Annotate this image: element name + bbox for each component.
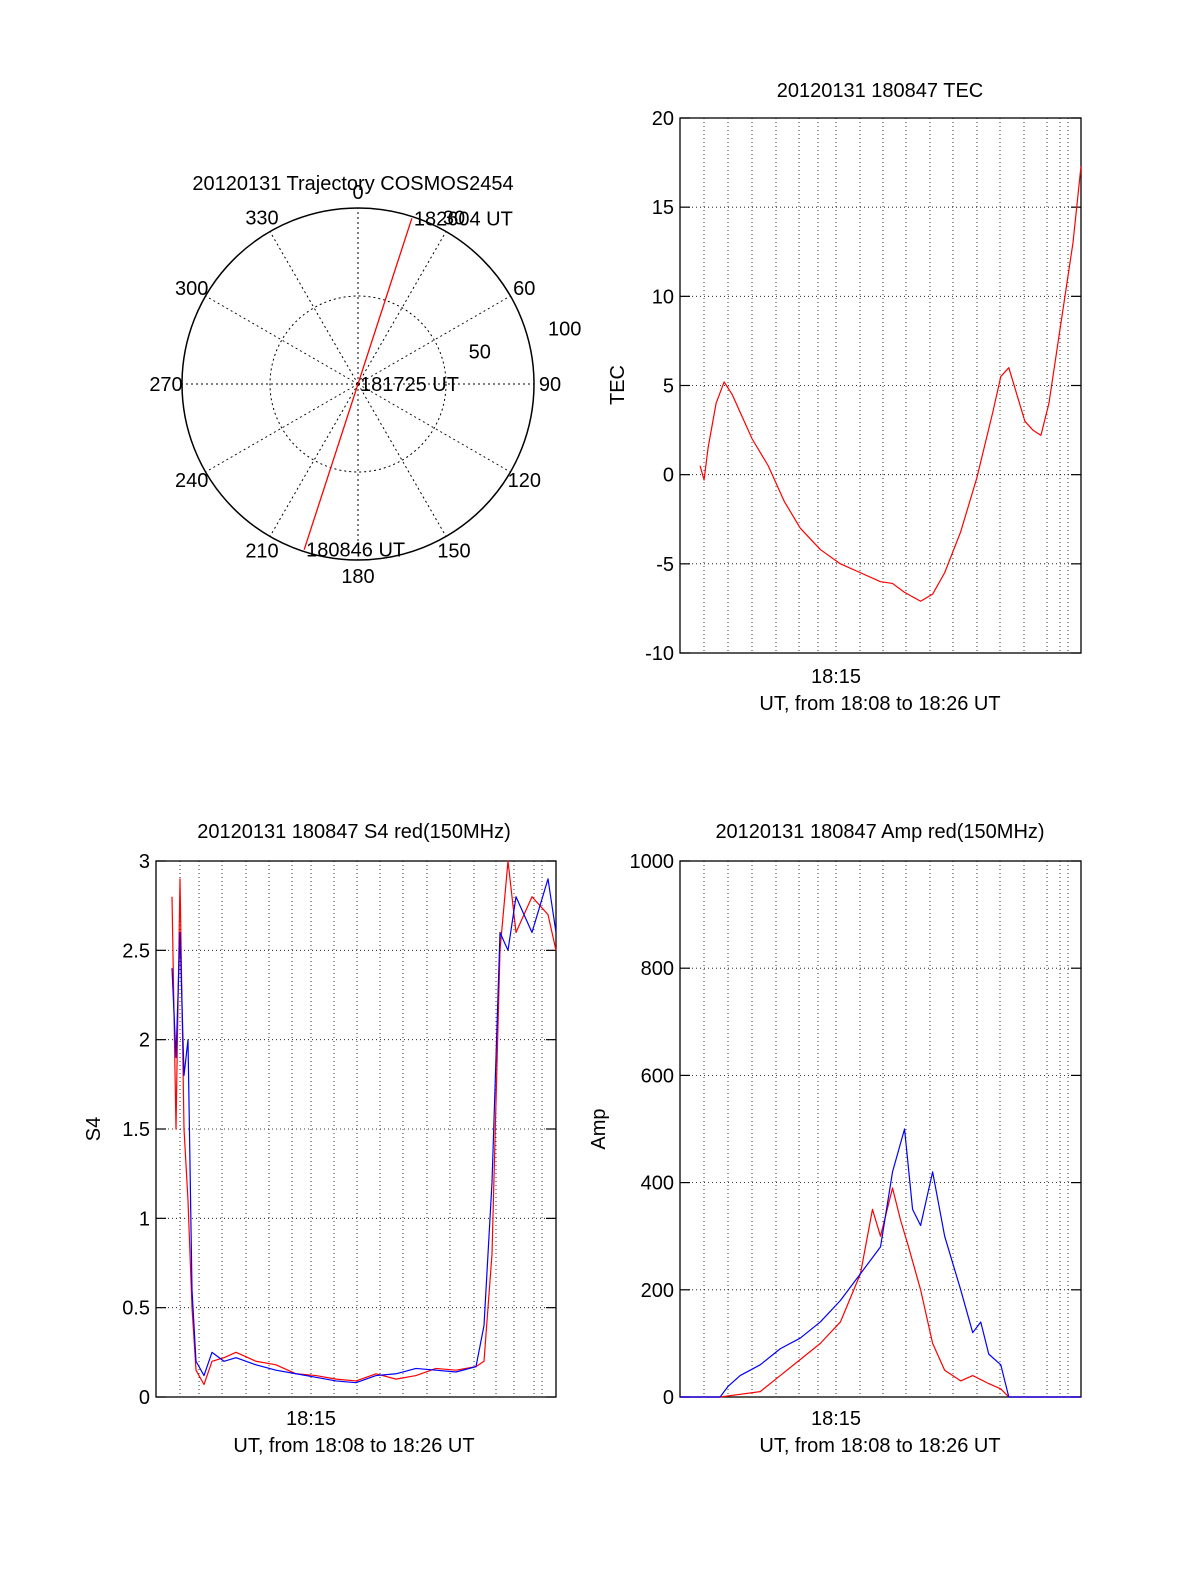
tec-ylabel: TEC (607, 365, 629, 405)
amp-plot-frame (679, 860, 1082, 1398)
amp-xtick-label: 18:15 (811, 1408, 861, 1430)
s4-y-tick-labels: 0 0.5 1 1.5 2 2.5 3 (122, 851, 150, 1409)
tec-series-red (699, 166, 1082, 602)
polar-trajectory-line (303, 218, 413, 550)
s4-ylabel: S4 (83, 1117, 105, 1141)
s4-y-tick-label: 0.5 (122, 1298, 150, 1320)
amp-y-tick-label: 800 (641, 958, 674, 980)
polar-ring-label: 100 (548, 319, 581, 341)
s4-series-red (171, 860, 557, 1386)
polar-azimuth-label: 0 (352, 182, 363, 204)
amp-series-red (680, 1187, 1081, 1398)
s4-chart: 20120131 180847 S4 red(150MHz) 0 0.5 1 1.5 2… (83, 821, 557, 1457)
tec-y-tick-label: 5 (663, 376, 674, 398)
polar-azimuth-label: 300 (175, 278, 208, 300)
s4-y-tick-label: 1.5 (122, 1119, 150, 1141)
polar-annotations: 182604 UT 181725 UT 180846 UT (306, 208, 513, 561)
polar-grid (181, 207, 535, 561)
s4-y-tick-label: 0 (139, 1387, 150, 1409)
polar-azimuth-labels: 0 30 60 90 120 150 180 210 240 270 300 330 (149, 182, 561, 588)
amp-ylabel: Amp (588, 1108, 610, 1149)
amp-chart: 20120131 180847 Amp red(150MHz) 0 200 400 6… (588, 821, 1082, 1457)
s4-title: 20120131 180847 S4 red(150MHz) (197, 821, 511, 843)
polar-spoke-120 (357, 383, 511, 473)
tec-y-tick-labels: -10 -5 0 5 10 15 20 (645, 108, 674, 665)
polar-azimuth-label: 210 (245, 540, 278, 562)
amp-xlabel: UT, from 18:08 to 18:26 UT (759, 1435, 1000, 1457)
polar-spoke-240 (205, 383, 359, 473)
polar-azimuth-label: 330 (245, 208, 278, 230)
polar-annotation: 182604 UT (414, 208, 513, 230)
amp-y-tick-labels: 0 200 400 600 800 1000 (630, 851, 675, 1409)
amp-series-blue (680, 1128, 1081, 1398)
polar-azimuth-label: 180 (341, 566, 374, 588)
tec-y-tick-label: 20 (652, 108, 674, 130)
polar-ring-labels: 50 100 (469, 319, 582, 364)
s4-y-tick-label: 3 (139, 851, 150, 873)
tec-grid (680, 117, 1081, 654)
tec-xtick-label: 18:15 (811, 666, 861, 688)
polar-ring-50 (269, 295, 447, 473)
s4-series-blue (171, 878, 557, 1384)
polar-azimuth-label: 150 (437, 540, 470, 562)
polar-spoke-30 (357, 231, 447, 385)
tec-y-tick-label: 10 (652, 286, 674, 308)
s4-xlabel: UT, from 18:08 to 18:26 UT (233, 1435, 474, 1457)
s4-series (171, 860, 557, 1386)
trajectory-polar-plot: 20120131 Trajectory COSMOS2454 0 30 60 90 12… (149, 173, 581, 588)
polar-azimuth-label: 60 (513, 278, 535, 300)
polar-trajectory (303, 218, 413, 550)
s4-y-tick-label: 1 (139, 1208, 150, 1230)
tec-y-tick-label: 15 (652, 197, 674, 219)
polar-azimuth-label: 270 (149, 374, 182, 396)
tec-series (699, 166, 1082, 602)
polar-spoke-330 (269, 231, 359, 385)
s4-grid (156, 860, 556, 1398)
amp-y-tick-label: 0 (663, 1387, 674, 1409)
polar-spoke-300 (205, 295, 359, 385)
tec-title: 20120131 180847 TEC (777, 80, 983, 102)
s4-y-tick-label: 2 (139, 1030, 150, 1052)
amp-title: 20120131 180847 Amp red(150MHz) (715, 821, 1044, 843)
tec-xlabel: UT, from 18:08 to 18:26 UT (759, 693, 1000, 715)
amp-grid (680, 860, 1081, 1398)
polar-annotation: 180846 UT (306, 540, 405, 562)
tec-y-tick-label: -5 (656, 554, 674, 576)
tec-y-tick-label: 0 (663, 465, 674, 487)
polar-ring-label: 50 (469, 341, 491, 363)
polar-annotation: 181725 UT (360, 374, 459, 396)
polar-azimuth-label: 30 (443, 208, 465, 230)
amp-y-tick-label: 1000 (630, 851, 675, 873)
polar-title: 20120131 Trajectory COSMOS2454 (192, 173, 513, 195)
tec-y-tick-label: -10 (645, 643, 674, 665)
polar-azimuth-label: 240 (175, 470, 208, 492)
polar-azimuth-label: 120 (508, 470, 541, 492)
s4-y-tick-label: 2.5 (122, 940, 150, 962)
amp-y-tick-label: 400 (641, 1173, 674, 1195)
polar-spoke-210 (269, 383, 359, 537)
amp-y-tick-label: 600 (641, 1065, 674, 1087)
amp-y-tick-label: 200 (641, 1280, 674, 1302)
polar-azimuth-label: 90 (539, 374, 561, 396)
polar-spoke-150 (357, 383, 447, 537)
amp-series (680, 1128, 1081, 1398)
polar-spoke-60 (357, 295, 511, 385)
s4-xtick-label: 18:15 (286, 1408, 336, 1430)
